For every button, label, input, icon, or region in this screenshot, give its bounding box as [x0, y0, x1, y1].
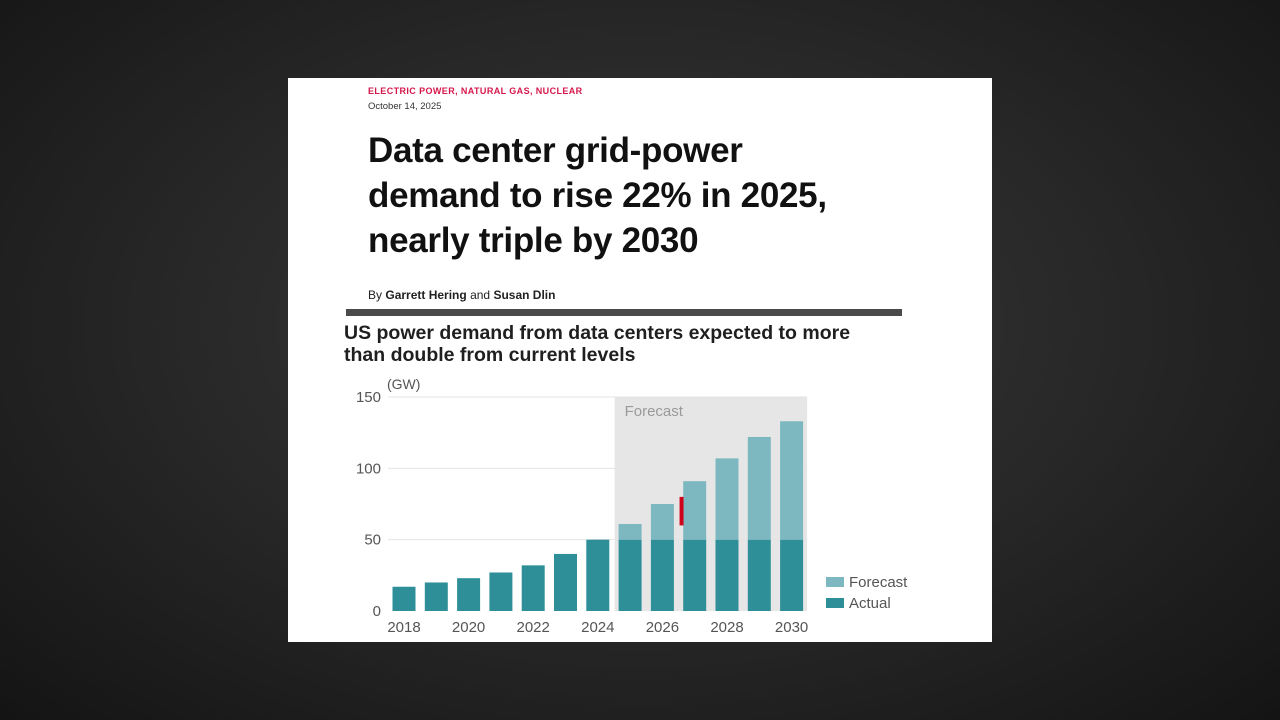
bar-forecast-2030 [780, 421, 804, 540]
bar-actual-2027 [683, 539, 707, 611]
bar-actual-2025 [618, 539, 642, 611]
chart-title-line-1: US power demand from data centers expect… [344, 322, 851, 344]
y-tick-label-100: 100 [356, 460, 381, 477]
bar-actual-2028 [715, 539, 739, 611]
headline-line-2: demand to rise 22% in 2025, [368, 176, 827, 215]
byline-and: and [470, 288, 491, 302]
x-tick-label-2028: 2028 [710, 619, 743, 636]
bar-actual-2024 [586, 539, 610, 611]
forecast-region-background [614, 397, 808, 611]
bar-actual-2018 [392, 586, 416, 611]
x-tick-label-2026: 2026 [646, 619, 679, 636]
headline-line-1: Data center grid-power [368, 131, 743, 170]
bar-actual-2022 [521, 565, 545, 611]
x-tick-label-2024: 2024 [581, 619, 614, 636]
chart-title: US power demand from data centers expect… [344, 322, 944, 366]
byline: By Garrett Hering and Susan Dlin [368, 288, 555, 302]
x-tick-label-2030: 2030 [775, 619, 808, 636]
bar-forecast-2027 [683, 481, 707, 540]
legend-label-actual: Actual [849, 595, 891, 612]
bar-chart: Forecast 0 50 100 150 (GW) 2018 2020 2022 2024 202… [356, 376, 908, 636]
red-marker [679, 496, 684, 526]
article-kicker[interactable]: ELECTRIC POWER, NATURAL GAS, NUCLEAR [368, 86, 583, 96]
chart-title-line-2: than double from current levels [344, 344, 636, 366]
bar-actual-2019 [424, 582, 448, 611]
author-garrett-hering[interactable]: Garrett Hering [385, 288, 467, 302]
bar-actual-2020 [457, 578, 481, 611]
y-tick-label-150: 150 [356, 389, 381, 406]
forecast-region-label: Forecast [625, 403, 684, 420]
bar-forecast-2025 [618, 523, 642, 540]
bar-actual-2029 [747, 539, 771, 611]
y-tick-label-50: 50 [364, 532, 381, 549]
bar-forecast-2026 [650, 504, 674, 540]
legend-label-forecast: Forecast [849, 574, 908, 591]
y-axis-unit-label: (GW) [387, 376, 420, 392]
article-card: ELECTRIC POWER, NATURAL GAS, NUCLEAR Oct… [288, 78, 992, 642]
bar-actual-2030 [780, 539, 804, 611]
article-headline: Data center grid-power demand to rise 22… [368, 128, 928, 263]
article-date: October 14, 2025 [368, 101, 442, 112]
x-tick-label-2018: 2018 [387, 619, 420, 636]
bar-actual-2023 [554, 553, 577, 611]
x-tick-label-2022: 2022 [517, 619, 550, 636]
bar-forecast-2029 [747, 436, 771, 540]
author-susan-dlin[interactable]: Susan Dlin [493, 288, 556, 302]
bar-actual-2021 [489, 572, 513, 611]
bar-forecast-2028 [715, 458, 739, 540]
y-tick-label-0: 0 [373, 603, 381, 620]
headline-line-3: nearly triple by 2030 [368, 221, 699, 260]
legend-swatch-forecast [826, 577, 844, 587]
byline-prefix: By [368, 288, 383, 302]
section-divider [346, 309, 902, 316]
legend-swatch-actual [826, 598, 844, 608]
bar-actual-2026 [650, 539, 674, 611]
x-tick-label-2020: 2020 [452, 619, 485, 636]
